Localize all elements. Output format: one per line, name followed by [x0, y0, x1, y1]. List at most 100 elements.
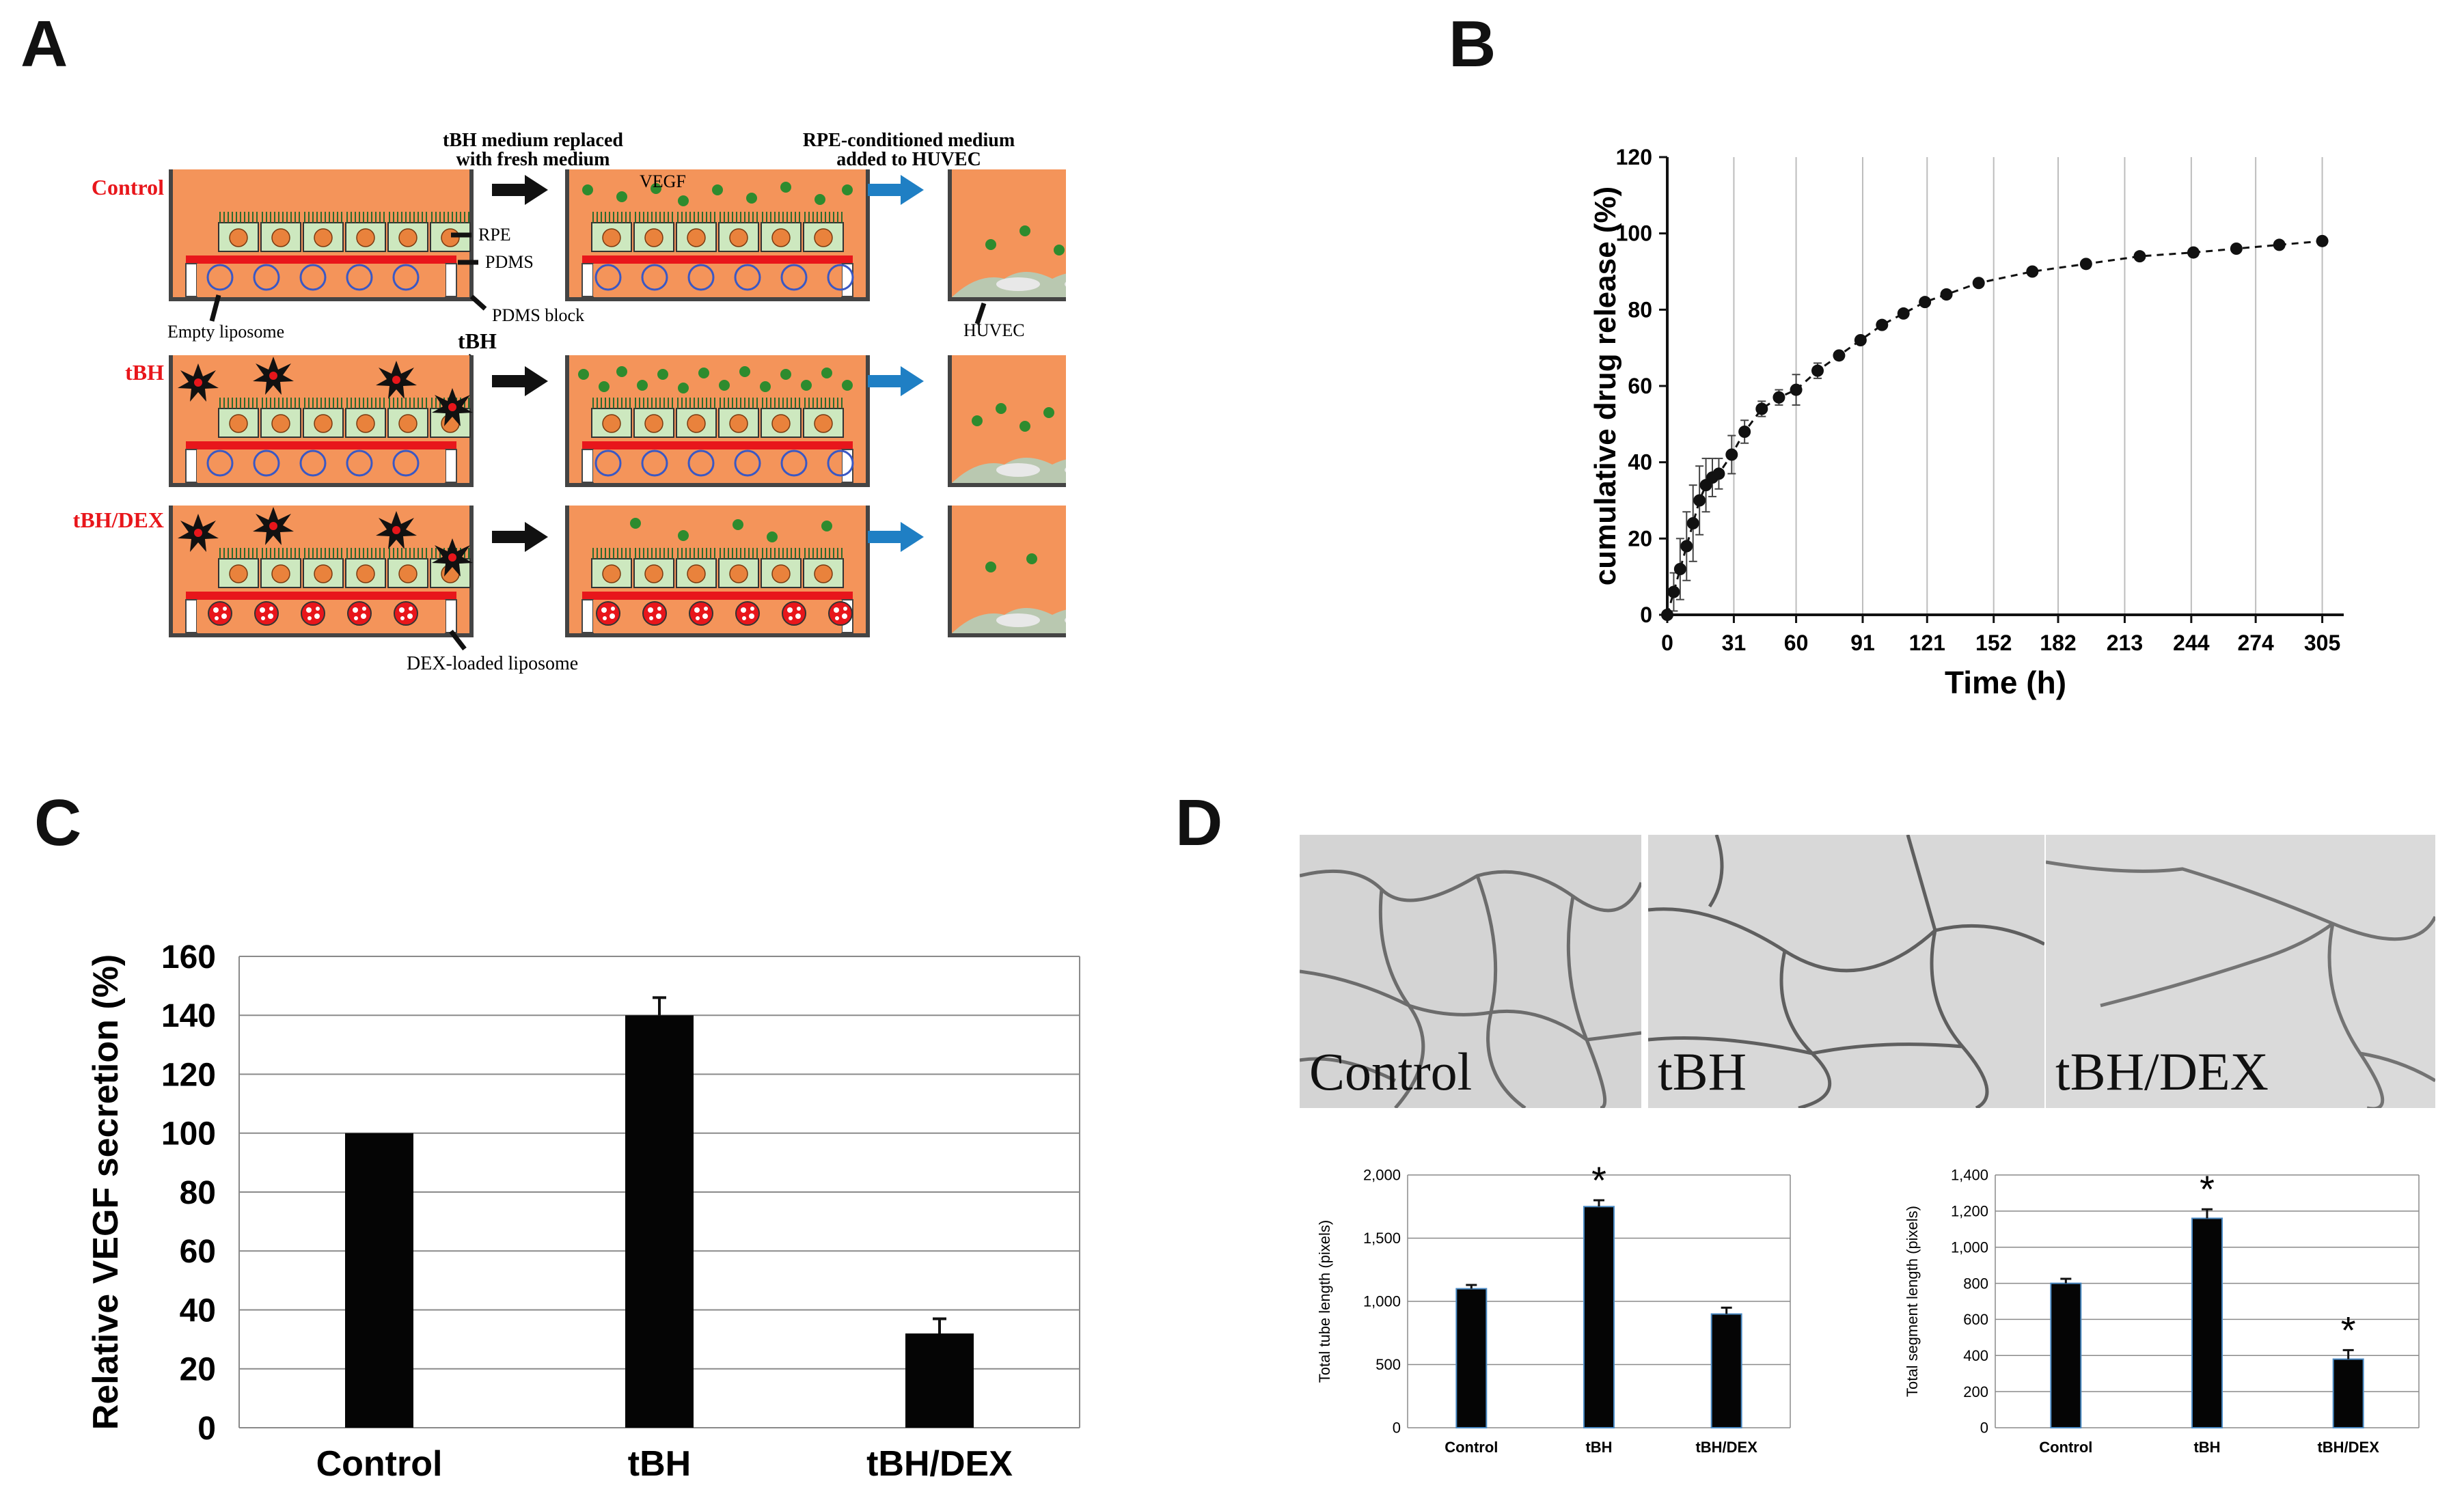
- bar: [625, 1015, 694, 1428]
- y-tick-label: 160: [161, 939, 216, 976]
- x-tick-label: 213: [2107, 631, 2143, 655]
- data-point: [1667, 585, 1680, 598]
- panel-label-b: B: [1449, 8, 1496, 81]
- x-tick-label: 274: [2237, 631, 2274, 655]
- x-tick-label: 152: [1975, 631, 2012, 655]
- label-pdms: PDMS: [485, 252, 534, 272]
- control-rpe-well: [171, 169, 471, 299]
- y-tick-label: 200: [1963, 1383, 1988, 1400]
- panel-label-d: D: [1175, 786, 1223, 859]
- micrograph-control: Control: [1300, 835, 1641, 1108]
- data-point: [2316, 234, 2329, 247]
- label-dex-liposome: DEX-loaded liposome: [407, 653, 578, 674]
- label-vegf: VEGF: [640, 171, 686, 191]
- label-empty-liposome: Empty liposome: [167, 322, 284, 342]
- y-tick-labels: 0 20 40 60 80 100 120 140 160: [161, 939, 216, 1447]
- x-tick-label: 244: [2173, 631, 2210, 655]
- dex-liposome-pointer: [449, 629, 467, 651]
- label-tbh: tBH: [458, 329, 497, 353]
- data-point: [1919, 296, 1932, 309]
- y-tick-label: 400: [1963, 1347, 1988, 1364]
- significance-marker: *: [1591, 1159, 1606, 1202]
- flow-arrow: [492, 522, 548, 552]
- data-point: [1712, 467, 1725, 480]
- y-tick-label: 20: [180, 1352, 216, 1388]
- y-tick-label: 600: [1963, 1311, 1988, 1328]
- tbh-dex-rpe-well: [171, 506, 473, 635]
- y-tick-label: 100: [161, 1116, 216, 1152]
- control-conditioned-well: [567, 169, 868, 299]
- flow-arrow: [868, 366, 924, 396]
- y-tick-label: 0: [1640, 603, 1652, 627]
- y-tick-label: 120: [1616, 145, 1652, 169]
- data-point: [1790, 383, 1803, 396]
- y-tick-label: 1,200: [1951, 1203, 1988, 1220]
- bars: **: [2050, 1167, 2364, 1429]
- flow-arrow: [868, 175, 924, 205]
- micrograph-label-tbh: tBH: [1658, 1042, 1747, 1101]
- category-labels: Control tBH tBH/DEX: [1445, 1439, 1757, 1456]
- x-tick-label: 91: [1850, 631, 1875, 655]
- x-tick-label: 305: [2304, 631, 2340, 655]
- category-label: tBH/DEX: [866, 1444, 1013, 1482]
- flow-arrow: [868, 522, 924, 552]
- y-tick-label: 60: [180, 1234, 216, 1270]
- release-curve-line: [1666, 240, 2323, 615]
- row-label-tbh-dex: tBH/DEX: [73, 508, 164, 532]
- data-point: [2187, 246, 2200, 259]
- significance-marker: *: [2200, 1167, 2215, 1211]
- data-point: [1693, 494, 1706, 507]
- y-tick-label: 80: [180, 1175, 216, 1211]
- y-tick-label: 40: [1628, 450, 1652, 475]
- vertical-gridlines: [1733, 157, 2323, 615]
- y-tick-label: 80: [1628, 297, 1652, 322]
- bar: [1455, 1288, 1488, 1428]
- y-tick-label: 0: [197, 1411, 216, 1447]
- data-point: [1897, 307, 1910, 320]
- data-point: [1772, 391, 1785, 404]
- error-bars: [1669, 236, 2327, 612]
- bars: [345, 996, 974, 1428]
- category-label: tBH: [628, 1444, 691, 1482]
- x-tick-label: 121: [1909, 631, 1945, 655]
- panel-label-a: A: [20, 8, 68, 81]
- step2-caption-line1: RPE-conditioned medium: [803, 130, 1015, 151]
- bar: [2191, 1217, 2223, 1429]
- y-axis-label: Total tube length (pixels): [1316, 1220, 1333, 1383]
- y-tick-label: 140: [161, 998, 216, 1034]
- bar: [345, 1133, 413, 1428]
- y-tick-label: 100: [1616, 221, 1652, 246]
- data-point: [1854, 334, 1867, 346]
- experiment-schematic: tBH medium replaced with fresh medium RP…: [73, 130, 1066, 674]
- data-points: [1661, 234, 2329, 621]
- flow-arrow: [492, 366, 548, 396]
- y-tick-label: 800: [1963, 1275, 1988, 1292]
- step1-caption-line1: tBH medium replaced: [443, 130, 623, 151]
- y-tick-labels: 0 200 400 600 800 1,000 1,200 1,400: [1951, 1167, 1988, 1437]
- y-tick-label: 0: [1393, 1420, 1401, 1437]
- y-tick-label: 1,400: [1951, 1167, 1988, 1184]
- bars: *: [1455, 1159, 1742, 1428]
- bar: [1710, 1313, 1742, 1428]
- data-point: [1661, 609, 1673, 621]
- data-point: [2133, 250, 2146, 263]
- y-tick-label: 1,500: [1363, 1230, 1401, 1247]
- x-tick-label: 0: [1661, 631, 1673, 655]
- bar: [2332, 1358, 2364, 1429]
- data-point: [1673, 563, 1686, 575]
- micrograph-label-tbh-dex: tBH/DEX: [2055, 1042, 2269, 1101]
- y-tick-label: 1,000: [1363, 1293, 1401, 1310]
- data-point: [2273, 238, 2286, 251]
- row-label-tbh: tBH: [125, 360, 164, 385]
- y-tick-label: 2,000: [1363, 1167, 1401, 1184]
- y-tick-label: 120: [161, 1057, 216, 1093]
- x-tick-label: 182: [2040, 631, 2076, 655]
- tick-labels: 0 31 60 91 121 152 182 213 244 274 305 0 20 40 60 80 100…: [1616, 145, 2341, 655]
- micrograph-tbh: tBH: [1648, 835, 2044, 1108]
- data-point: [1680, 540, 1693, 553]
- control-huvec-well: [950, 169, 1066, 299]
- y-axis-label: Relative VEGF secretion (%): [89, 954, 126, 1430]
- data-point: [1738, 426, 1751, 438]
- category-label: Control: [2039, 1439, 2092, 1456]
